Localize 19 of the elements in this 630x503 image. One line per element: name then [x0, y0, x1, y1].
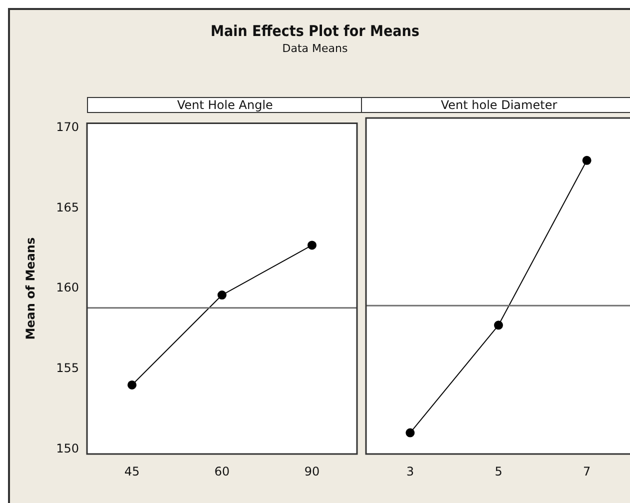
x-tick-label: 60	[214, 464, 230, 478]
chart-title: Main Effects Plot for Means	[210, 22, 420, 40]
y-tick-label: 150	[56, 441, 79, 456]
x-tick-label: 5	[494, 464, 502, 478]
x-tick-label: 45	[124, 464, 140, 478]
point	[308, 240, 316, 250]
x-axis-title: Vent Hole Angle	[87, 97, 363, 113]
y-tick-label: 155	[56, 361, 79, 376]
x-tick-label: 90	[304, 464, 320, 478]
y-tick-label: 160	[56, 280, 79, 295]
y-tick-label: 170	[56, 120, 79, 134]
y-axis-title: Mean of Means	[23, 237, 38, 340]
y-tick-label: 165	[56, 200, 79, 214]
point	[218, 290, 226, 300]
x-tick-label: 3	[406, 464, 414, 478]
point	[128, 380, 136, 390]
chart-subtitle: Data Means	[281, 42, 349, 55]
x-axis-title: Vent hole Diameter	[361, 97, 630, 113]
x-tick-label: 7	[583, 464, 591, 478]
